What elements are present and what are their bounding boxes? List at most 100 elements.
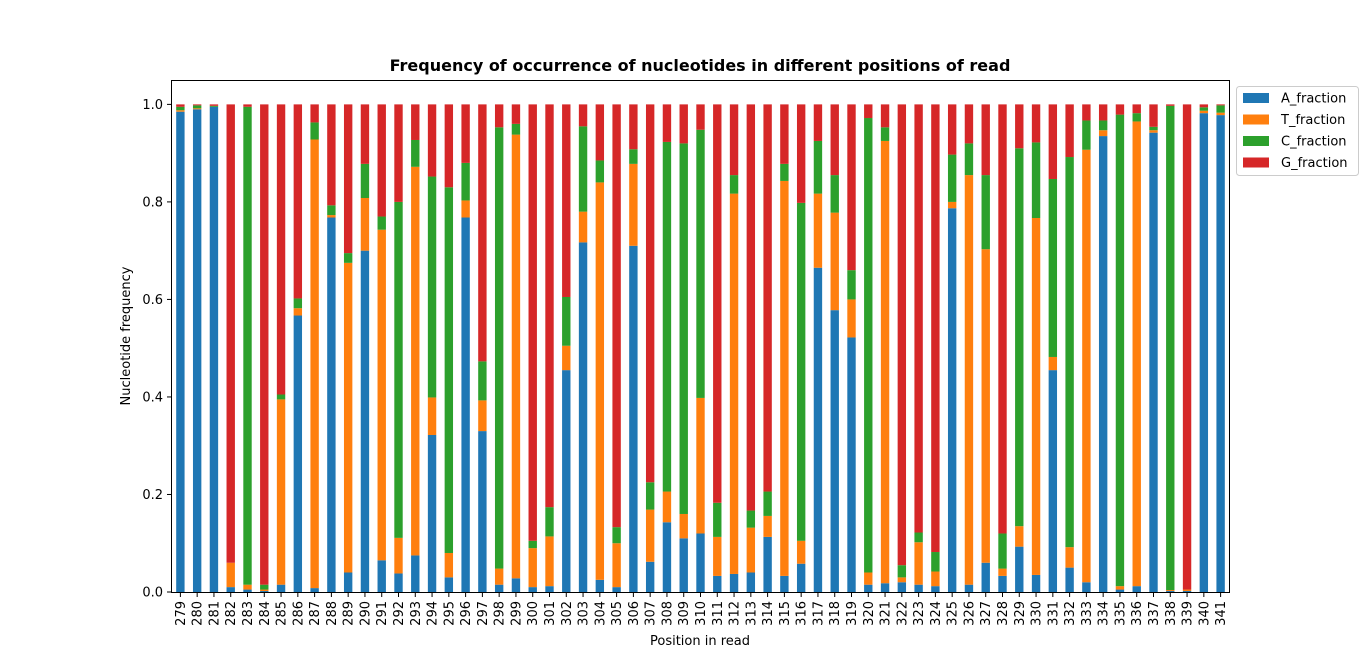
- legend-label-T_fraction: T_fraction: [1280, 113, 1345, 128]
- bar-A_fraction-298: [494, 584, 504, 592]
- bar-G_fraction-309: [679, 104, 688, 144]
- bar-C_fraction-290: [360, 163, 370, 198]
- bar-C_fraction-306: [629, 149, 638, 164]
- x-tick-label: 307: [644, 601, 659, 626]
- bar-T_fraction-302: [562, 345, 571, 371]
- bar-A_fraction-331: [1048, 370, 1058, 592]
- bar-G_fraction-298: [494, 104, 504, 128]
- bar-T_fraction-340: [1199, 110, 1209, 114]
- bar-T_fraction-288: [327, 215, 336, 218]
- x-tick-label: 308: [660, 601, 675, 626]
- bar-T_fraction-299: [511, 134, 521, 579]
- bar-A_fraction-301: [545, 586, 554, 592]
- bar-T_fraction-286: [293, 308, 303, 316]
- bar-A_fraction-314: [763, 536, 772, 592]
- bar-G_fraction-301: [545, 104, 554, 508]
- bar-G_fraction-292: [394, 104, 403, 202]
- bar-A_fraction-318: [830, 310, 839, 592]
- bar-T_fraction-292: [394, 537, 403, 574]
- bar-A_fraction-283: [243, 589, 252, 592]
- bar-T_fraction-341: [1216, 112, 1225, 116]
- x-tick-label: 300: [526, 601, 541, 626]
- bar-T_fraction-297: [478, 400, 487, 432]
- x-tick-label: 283: [241, 601, 256, 626]
- bar-A_fraction-307: [645, 561, 655, 592]
- bar-C_fraction-337: [1149, 126, 1158, 131]
- bar-A_fraction-330: [1031, 574, 1041, 592]
- bar-A_fraction-326: [964, 584, 974, 592]
- x-tick-label: 330: [1030, 601, 1045, 626]
- bar-G_fraction-332: [1065, 104, 1074, 158]
- bar-G_fraction-314: [763, 104, 772, 492]
- legend-swatch-A_fraction: [1243, 93, 1269, 103]
- bar-T_fraction-321: [880, 140, 890, 584]
- x-tick-label: 298: [493, 601, 508, 626]
- bar-G_fraction-331: [1048, 104, 1058, 179]
- bar-G_fraction-284: [260, 104, 269, 585]
- bar-C_fraction-279: [176, 106, 185, 111]
- bar-A_fraction-315: [780, 575, 789, 592]
- legend-label-A_fraction: A_fraction: [1281, 92, 1346, 107]
- x-tick-label: 302: [560, 601, 575, 626]
- bar-C_fraction-316: [796, 202, 806, 541]
- bar-C_fraction-328: [998, 533, 1007, 569]
- bar-C_fraction-322: [897, 565, 907, 578]
- bar-C_fraction-302: [562, 296, 571, 346]
- bar-C_fraction-324: [931, 552, 940, 572]
- bar-G_fraction-322: [897, 104, 907, 566]
- x-tick-label: 284: [258, 601, 273, 626]
- bar-G_fraction-293: [411, 104, 420, 140]
- bar-G_fraction-302: [562, 104, 571, 297]
- bar-G_fraction-296: [461, 104, 470, 163]
- bar-C_fraction-307: [645, 482, 655, 510]
- x-tick-label: 280: [191, 601, 206, 626]
- bar-T_fraction-300: [528, 548, 537, 588]
- bar-A_fraction-306: [629, 245, 638, 593]
- bar-C_fraction-335: [1115, 114, 1125, 587]
- bar-T_fraction-333: [1082, 149, 1091, 583]
- x-tick-label: 311: [711, 601, 726, 626]
- bar-G_fraction-305: [612, 104, 621, 528]
- bar-A_fraction-313: [746, 572, 756, 592]
- bar-A_fraction-304: [595, 579, 605, 592]
- x-tick-label: 303: [577, 601, 592, 626]
- x-tick-label: 312: [728, 601, 743, 626]
- bar-A_fraction-310: [696, 533, 705, 592]
- x-tick-label: 288: [325, 601, 340, 626]
- bar-C_fraction-300: [528, 540, 537, 549]
- bar-A_fraction-296: [461, 217, 470, 592]
- x-tick-label: 297: [476, 601, 491, 626]
- bar-G_fraction-333: [1082, 104, 1091, 121]
- bar-C_fraction-299: [511, 123, 521, 135]
- bar-A_fraction-323: [914, 584, 923, 592]
- x-tick-label: 287: [308, 601, 323, 626]
- bar-T_fraction-289: [343, 262, 353, 573]
- bar-C_fraction-321: [880, 127, 890, 141]
- bar-C_fraction-338: [1166, 105, 1175, 591]
- bar-G_fraction-281: [209, 104, 219, 106]
- x-tick-label: 324: [929, 601, 944, 626]
- bar-T_fraction-311: [713, 536, 722, 576]
- bar-A_fraction-320: [864, 584, 873, 592]
- bar-A_fraction-292: [394, 573, 403, 592]
- bar-T_fraction-329: [1015, 526, 1024, 547]
- bar-T_fraction-314: [763, 515, 772, 537]
- bar-C_fraction-284: [260, 584, 269, 590]
- bar-T_fraction-323: [914, 542, 923, 585]
- x-tick-label: 323: [912, 601, 927, 626]
- bar-C_fraction-298: [494, 127, 504, 569]
- bar-G_fraction-319: [847, 104, 856, 271]
- bar-A_fraction-290: [360, 250, 370, 593]
- bar-C_fraction-320: [864, 118, 873, 573]
- bar-A_fraction-327: [981, 562, 990, 592]
- bar-T_fraction-301: [545, 536, 554, 587]
- bar-T_fraction-324: [931, 571, 940, 587]
- bar-A_fraction-284: [260, 591, 269, 592]
- x-tick-label: 320: [862, 601, 877, 626]
- x-tick-label: 332: [1063, 601, 1078, 626]
- bar-G_fraction-300: [528, 104, 537, 541]
- bar-G_fraction-326: [964, 104, 974, 144]
- bar-T_fraction-327: [981, 249, 990, 563]
- bar-T_fraction-307: [645, 509, 655, 562]
- bar-A_fraction-287: [310, 588, 319, 592]
